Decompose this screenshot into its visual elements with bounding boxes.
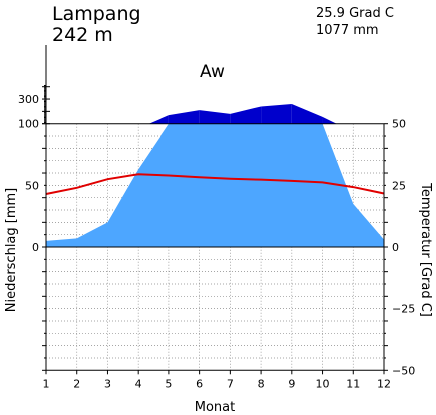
precipitation-area bbox=[46, 103, 384, 247]
temperature-line-group bbox=[45, 173, 385, 195]
axes bbox=[42, 45, 388, 375]
left-tick-label: 0 bbox=[32, 241, 39, 254]
precipitation-excess-segment bbox=[291, 103, 323, 124]
left-tick-label: 100 bbox=[18, 118, 39, 131]
station-elevation: 242 m bbox=[52, 24, 113, 46]
x-tick-label: 7 bbox=[227, 377, 234, 390]
precipitation-excess-segment bbox=[168, 110, 200, 124]
temperature-line bbox=[45, 173, 385, 195]
left-axis-label: Niederschlag [mm] bbox=[4, 188, 19, 313]
mean-temperature: 25.9 Grad C bbox=[316, 6, 394, 21]
x-tick-label: 1 bbox=[43, 377, 50, 390]
x-tick-label: 4 bbox=[135, 377, 142, 390]
precipitation-excess-segment bbox=[199, 110, 231, 124]
x-tick-label: 2 bbox=[73, 377, 80, 390]
right-tick-label: −25 bbox=[392, 303, 415, 316]
x-tick-label: 11 bbox=[346, 377, 360, 390]
precipitation-area-main bbox=[46, 123, 384, 247]
precipitation-excess-segment bbox=[261, 103, 292, 124]
left-tick-label: 50 bbox=[25, 179, 39, 192]
x-tick-label: 9 bbox=[288, 377, 295, 390]
right-axis-label: Temperatur [Grad C] bbox=[418, 182, 433, 317]
right-tick-label: −50 bbox=[392, 364, 415, 377]
climate-class: Aw bbox=[200, 62, 225, 82]
x-tick-label: 6 bbox=[196, 377, 203, 390]
x-tick-label: 10 bbox=[316, 377, 330, 390]
precipitation-excess-segment bbox=[230, 106, 262, 124]
x-tick-label: 3 bbox=[104, 377, 111, 390]
station-name: Lampang bbox=[52, 3, 141, 25]
annual-precipitation: 1077 mm bbox=[316, 23, 379, 38]
precipitation-excess-segment bbox=[322, 116, 337, 124]
precipitation-excess-segment bbox=[148, 115, 169, 124]
right-tick-label: 25 bbox=[392, 179, 406, 192]
x-tick-label: 8 bbox=[258, 377, 265, 390]
right-tick-label: 0 bbox=[392, 241, 399, 254]
x-axis-label: Monat bbox=[195, 400, 235, 415]
right-tick-label: 50 bbox=[392, 118, 406, 131]
x-tick-label: 12 bbox=[377, 377, 391, 390]
left-tick-label: 300 bbox=[18, 93, 39, 106]
x-tick-label: 5 bbox=[165, 377, 172, 390]
